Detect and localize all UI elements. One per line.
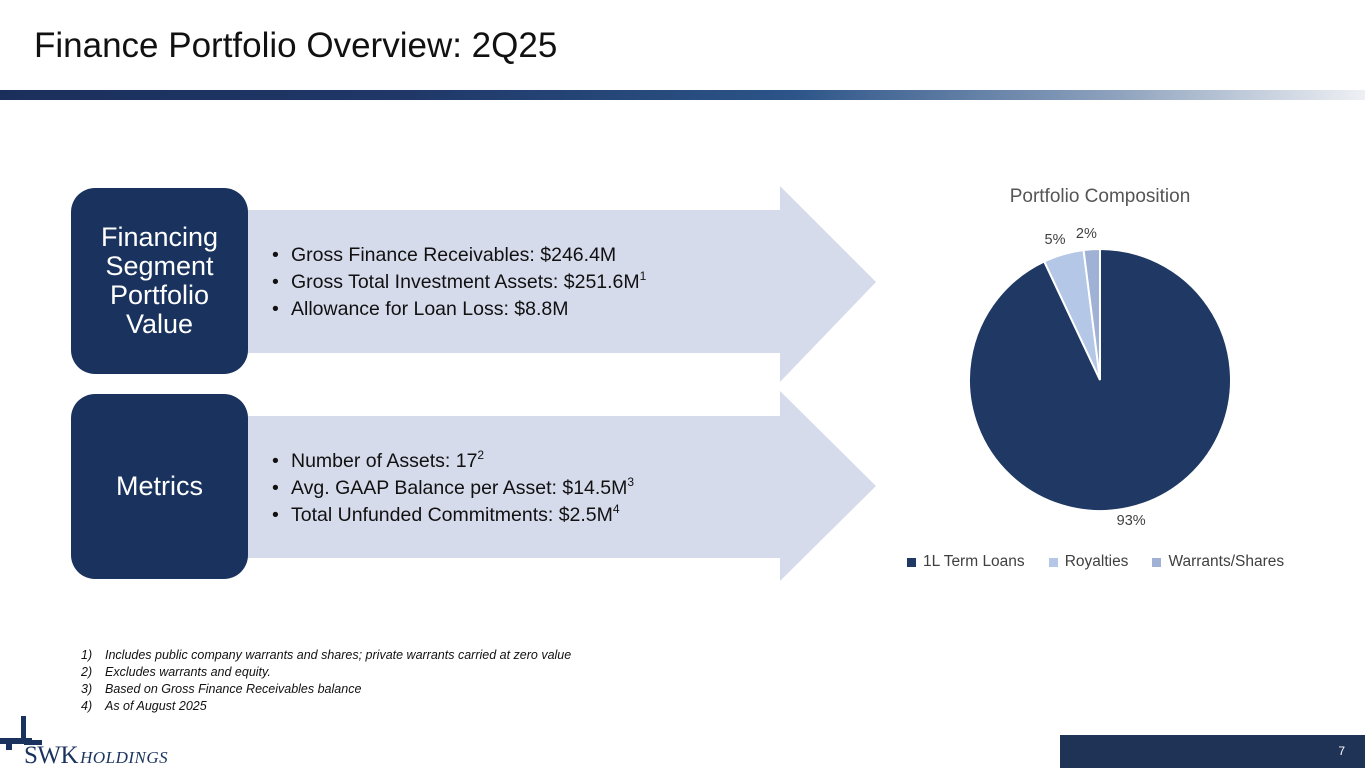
bullet-item: Gross Finance Receivables: $246.4M bbox=[272, 242, 646, 269]
section-label-financing: Financing Segment Portfolio Value bbox=[71, 188, 248, 374]
legend-label: Royalties bbox=[1064, 553, 1129, 570]
footnote: 4) As of August 2025 bbox=[81, 699, 207, 713]
slide-title: Finance Portfolio Overview: 2Q25 bbox=[34, 26, 558, 65]
section-label-metrics: Metrics bbox=[71, 394, 248, 579]
chart-legend: 1L Term Loans Royalties Warrants/Shares bbox=[907, 553, 1284, 571]
footnote: 1) Includes public company warrants and s… bbox=[81, 648, 572, 662]
legend-item: Warrants/Shares bbox=[1152, 553, 1284, 571]
section-label-text: Financing Segment Portfolio Value bbox=[100, 222, 219, 339]
bullet-item: Total Unfunded Commitments: $2.5M4 bbox=[272, 502, 634, 529]
pie-slice-warrants-shares bbox=[1082, 247, 1101, 381]
footnote: 3) Based on Gross Finance Receivables bal… bbox=[81, 682, 362, 696]
title-divider bbox=[0, 90, 1365, 100]
bullet-item: Number of Assets: 172 bbox=[272, 448, 634, 475]
pie-data-label: 5% bbox=[1044, 231, 1066, 248]
footer-bar: 7 bbox=[1060, 735, 1365, 768]
chart-title: Portfolio Composition bbox=[1009, 186, 1191, 207]
financing-bullets: Gross Finance Receivables: $246.4M Gross… bbox=[272, 242, 646, 323]
legend-item: 1L Term Loans bbox=[907, 553, 1025, 571]
metrics-bullets: Number of Assets: 172 Avg. GAAP Balance … bbox=[272, 448, 634, 529]
swk-logo-icon bbox=[0, 716, 42, 750]
section-label-text: Metrics bbox=[116, 471, 203, 501]
legend-item: Royalties bbox=[1048, 553, 1129, 571]
bullet-item: Allowance for Loan Loss: $8.8M bbox=[272, 296, 646, 323]
bullet-item: Gross Total Investment Assets: $251.6M1 bbox=[272, 269, 646, 296]
bullet-item: Avg. GAAP Balance per Asset: $14.5M3 bbox=[272, 475, 634, 502]
footnotes: 1) Includes public company warrants and s… bbox=[81, 647, 571, 715]
pie-data-label: 2% bbox=[1075, 226, 1097, 243]
legend-swatch bbox=[907, 557, 916, 567]
legend-label: 1L Term Loans bbox=[923, 553, 1025, 570]
footnote: 2) Excludes warrants and equity. bbox=[81, 665, 271, 679]
legend-label: Warrants/Shares bbox=[1168, 553, 1285, 570]
pie-data-label: 93% bbox=[1116, 512, 1146, 529]
page-number: 7 bbox=[1338, 744, 1345, 758]
company-logo: SWK HOLDINGS bbox=[24, 742, 169, 769]
legend-swatch bbox=[1048, 557, 1058, 567]
legend-swatch bbox=[1152, 557, 1162, 567]
